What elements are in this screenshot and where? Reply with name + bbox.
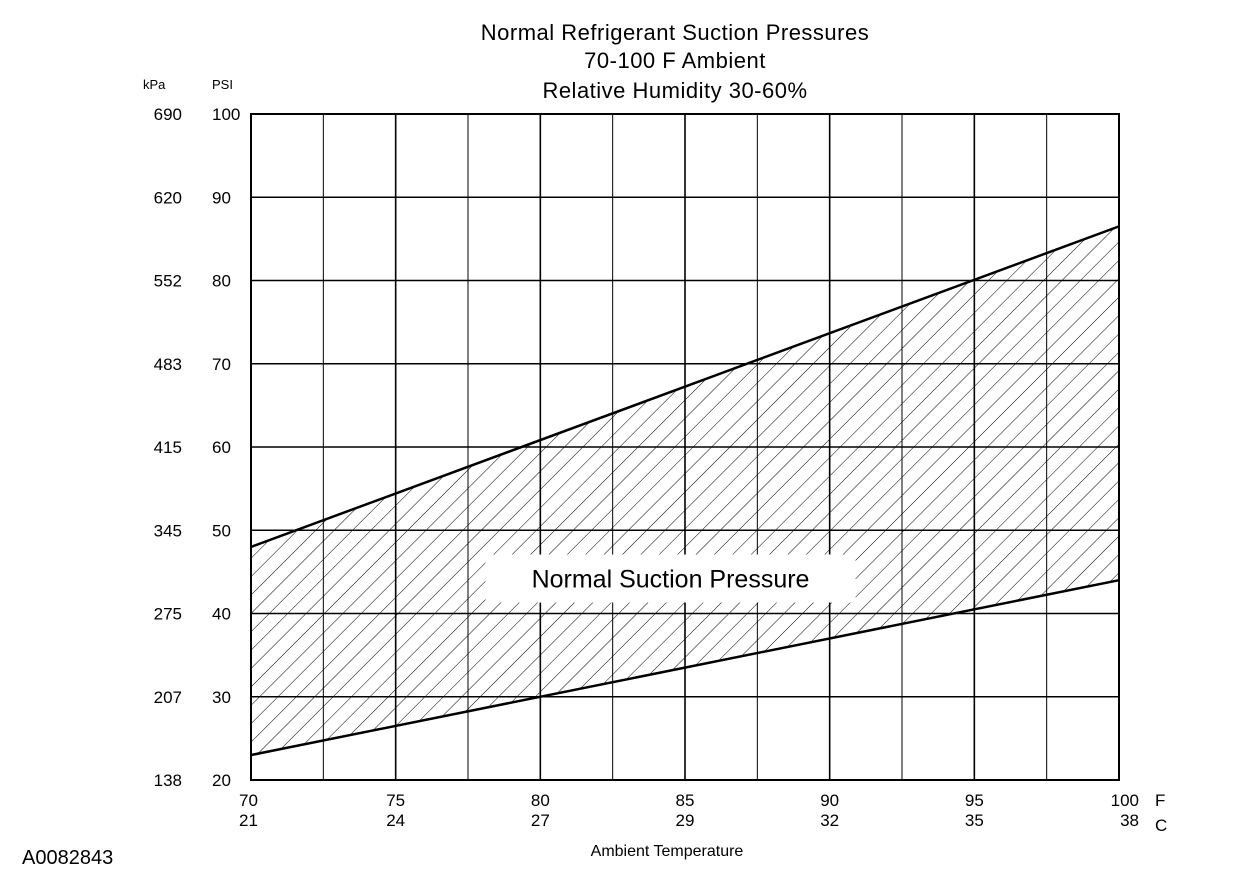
y-tick-psi: 60 [212, 438, 231, 457]
y-tick-psi: 40 [212, 605, 231, 624]
band-lower-line [250, 578, 1120, 757]
y-tick-kpa: 138 [154, 771, 182, 790]
x-tick-fahrenheit: 90 [820, 791, 839, 810]
band-label: Normal Suction Pressure [532, 566, 810, 594]
chart-title-line-1: Normal Refrigerant Suction Pressures [480, 20, 870, 45]
x-tick-celsius: 27 [531, 811, 550, 830]
y-tick-kpa: 690 [154, 105, 182, 124]
band-label-background [485, 554, 856, 603]
y-tick-kpa: 345 [154, 521, 182, 540]
y-tick-kpa: 415 [154, 438, 182, 457]
x-tick-celsius: 35 [965, 811, 984, 830]
x-tick-celsius: 32 [820, 811, 839, 830]
y-tick-psi: 80 [212, 272, 231, 291]
x-tick-fahrenheit: 70 [239, 791, 258, 810]
y-tick-psi: 20 [212, 771, 231, 790]
chart-title-line-3: Relative Humidity 30-60% [542, 78, 808, 103]
x-axis-label: Ambient Temperature [591, 843, 744, 860]
y-tick-psi: 30 [212, 688, 231, 707]
y-tick-labels: 20 138 30 207 40 275 50 345 60 415 70 483 80 552 90 620… [154, 105, 241, 790]
y-tick-kpa: 207 [154, 688, 182, 707]
y-tick-kpa: 275 [154, 605, 182, 624]
y-tick-psi: 90 [212, 188, 231, 207]
x-tick-fahrenheit: 100 [1111, 791, 1139, 810]
y-tick-psi: 50 [212, 521, 231, 540]
fahrenheit-unit-label: F [1155, 791, 1165, 810]
x-tick-fahrenheit: 85 [676, 791, 695, 810]
kpa-axis-unit: kPa [143, 77, 166, 92]
x-tick-celsius: 38 [1120, 811, 1139, 830]
y-tick-kpa: 552 [154, 272, 182, 291]
x-tick-fahrenheit: 95 [965, 791, 984, 810]
plot-frame [250, 113, 1120, 781]
y-tick-psi: 100 [212, 105, 240, 124]
psi-axis-unit: PSI [212, 77, 233, 92]
y-tick-psi: 70 [212, 355, 231, 374]
chart-title-line-2: 70-100 F Ambient [584, 48, 766, 73]
normal-pressure-band [250, 225, 1120, 757]
figure-id: A0082843 [22, 847, 114, 869]
y-tick-kpa: 620 [154, 188, 182, 207]
band-upper-line [250, 225, 1120, 549]
x-tick-fahrenheit: 75 [386, 791, 405, 810]
x-tick-celsius: 29 [676, 811, 695, 830]
x-tick-fahrenheit: 80 [531, 791, 550, 810]
celsius-unit-label: C [1155, 816, 1167, 835]
y-tick-kpa: 483 [154, 355, 182, 374]
x-tick-celsius: 24 [386, 811, 405, 830]
x-tick-celsius: 21 [239, 811, 258, 830]
